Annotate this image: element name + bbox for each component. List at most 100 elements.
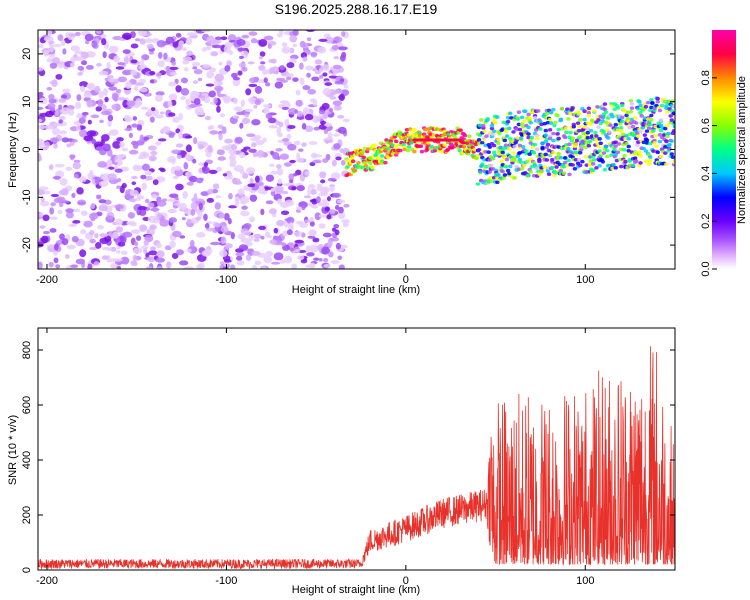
spectrogram-noise-cell <box>206 70 215 79</box>
spectrogram-signal-cell <box>559 106 565 111</box>
spectrogram-noise-cell <box>38 67 44 72</box>
spectrogram-noise-cell <box>107 173 117 181</box>
spectrogram-signal-cell <box>667 142 672 147</box>
spectrogram-signal-cell <box>538 127 543 131</box>
spectrogram-signal-cell <box>482 129 487 133</box>
spectrogram-noise-cell <box>112 140 122 149</box>
spectrogram-signal-cell <box>620 119 625 124</box>
spectrogram-signal-cell <box>525 159 530 164</box>
spectrogram-noise-cell <box>144 38 154 44</box>
spectrogram-noise-cell <box>263 107 270 115</box>
spectrogram-signal-cell <box>543 128 549 133</box>
spectrogram-noise-cell <box>320 200 330 208</box>
spectrogram-noise-cell <box>106 61 111 70</box>
spectrogram-signal-cell <box>480 140 485 145</box>
spectrogram-noise-cell <box>204 222 210 229</box>
spectrogram-signal-cell <box>617 157 623 162</box>
spectrogram-noise-cell <box>218 213 225 219</box>
spectrogram-signal-cell <box>522 119 527 124</box>
spectrogram-signal-cell <box>574 138 580 143</box>
spectrogram-noise-cell <box>335 156 342 161</box>
spectrogram-signal-cell <box>546 172 552 177</box>
spectrogram-noise-cell <box>301 122 307 130</box>
spectrogram-signal-cell <box>628 109 634 114</box>
spectrogram-noise-cell <box>262 104 272 108</box>
spectrogram-noise-cell <box>236 255 243 261</box>
spectrogram-noise-cell <box>315 65 322 69</box>
spectrogram-noise-cell <box>74 102 82 110</box>
spectrogram-signal-cell <box>543 133 549 137</box>
spectrogram-signal-cell <box>526 125 531 130</box>
spectrogram-noise-cell <box>322 87 332 96</box>
spectrogram-noise-cell <box>232 78 241 87</box>
spectrogram-xlabel: Height of straight line (km) <box>292 284 420 296</box>
spectrogram-noise-cell <box>44 141 50 149</box>
spectrogram-noise-cell <box>211 44 222 49</box>
spectrogram-signal-cell <box>536 109 541 113</box>
spectrogram-signal-cell <box>602 167 608 172</box>
spectrogram-noise-cell <box>95 30 102 35</box>
spectrogram-noise-cell <box>287 125 296 130</box>
spectrogram-noise-cell <box>102 143 111 152</box>
spectrogram-noise-cell <box>149 79 155 84</box>
spectrogram-signal-cell <box>484 134 489 138</box>
spectrogram-signal-cell <box>594 134 599 138</box>
spectrogram-noise-cell <box>295 89 301 96</box>
spectrogram-noise-cell <box>44 124 55 130</box>
spectrogram-signal-cell <box>623 159 628 164</box>
spectrogram-noise-cell <box>281 42 288 48</box>
spectrogram-signal-cell <box>597 163 602 168</box>
spectrogram-noise-cell <box>307 187 312 196</box>
spectrogram-noise-cell <box>155 72 162 77</box>
spectrogram-signal-cell <box>610 114 615 119</box>
spectrogram-signal-cell <box>618 164 624 169</box>
spectrogram-signal-cell <box>596 144 601 149</box>
spectrogram-noise-cell <box>159 168 166 173</box>
spectrogram-signal-cell <box>606 136 611 140</box>
spectrogram-signal-cell <box>490 167 496 171</box>
spectrogram-noise-cell <box>43 230 50 235</box>
spectrogram-noise-cell <box>94 241 102 249</box>
spectrogram-noise-cell <box>88 212 99 220</box>
spectrogram-noise-cell <box>294 249 301 253</box>
spectrogram-noise-cell <box>284 199 295 207</box>
spectrogram-noise-cell <box>146 266 153 269</box>
spectrogram-noise-cell <box>102 51 107 59</box>
spectrogram-noise-cell <box>195 216 202 221</box>
spectrogram-noise-cell <box>102 88 109 96</box>
spectrogram-noise-cell <box>298 148 304 152</box>
spectrogram-noise-cell <box>237 70 243 76</box>
spectrogram-signal-cell <box>457 148 462 153</box>
spectrogram-signal-cell <box>493 153 498 158</box>
spectrogram-signal-cell <box>648 141 653 146</box>
spectrogram-signal-cell <box>504 134 510 138</box>
spectrogram-signal-cell <box>663 151 668 155</box>
spectrogram-noise-cell <box>193 137 198 145</box>
spectrogram-signal-cell <box>551 138 556 143</box>
spectrogram-noise-cell <box>176 249 184 256</box>
spectrogram-noise-cell <box>121 147 128 152</box>
spectrogram-noise-cell <box>210 51 219 57</box>
spectrogram-noise-cell <box>236 39 246 46</box>
spectrogram-noise-cell <box>87 263 93 269</box>
spectrogram-noise-cell <box>238 152 246 159</box>
spectrogram-noise-cell <box>39 225 46 229</box>
spectrogram-noise-cell <box>323 257 329 263</box>
spectrogram-signal-cell <box>669 152 674 156</box>
spectrogram-signal-cell <box>426 141 431 145</box>
spectrogram-signal-cell <box>409 140 414 145</box>
spectrogram-noise-cell <box>65 254 70 259</box>
snr-x-tick-label: 100 <box>576 575 594 587</box>
spectrogram-noise-cell <box>135 235 142 241</box>
spectrogram-noise-cell <box>183 266 194 269</box>
spectrogram-signal-cell <box>567 142 572 147</box>
spectrogram-noise-cell <box>252 151 258 158</box>
spectrogram-noise-cell <box>172 41 179 48</box>
spectrogram-noise-cell <box>208 90 217 98</box>
spectrogram-noise-cell <box>260 236 265 240</box>
spectrogram-noise-cell <box>115 218 123 226</box>
spectrogram-noise-cell <box>341 31 346 37</box>
spectrogram-noise-cell <box>210 241 221 246</box>
spectrogram-signal-cell <box>596 125 601 129</box>
spectrogram-noise-cell <box>99 237 109 245</box>
